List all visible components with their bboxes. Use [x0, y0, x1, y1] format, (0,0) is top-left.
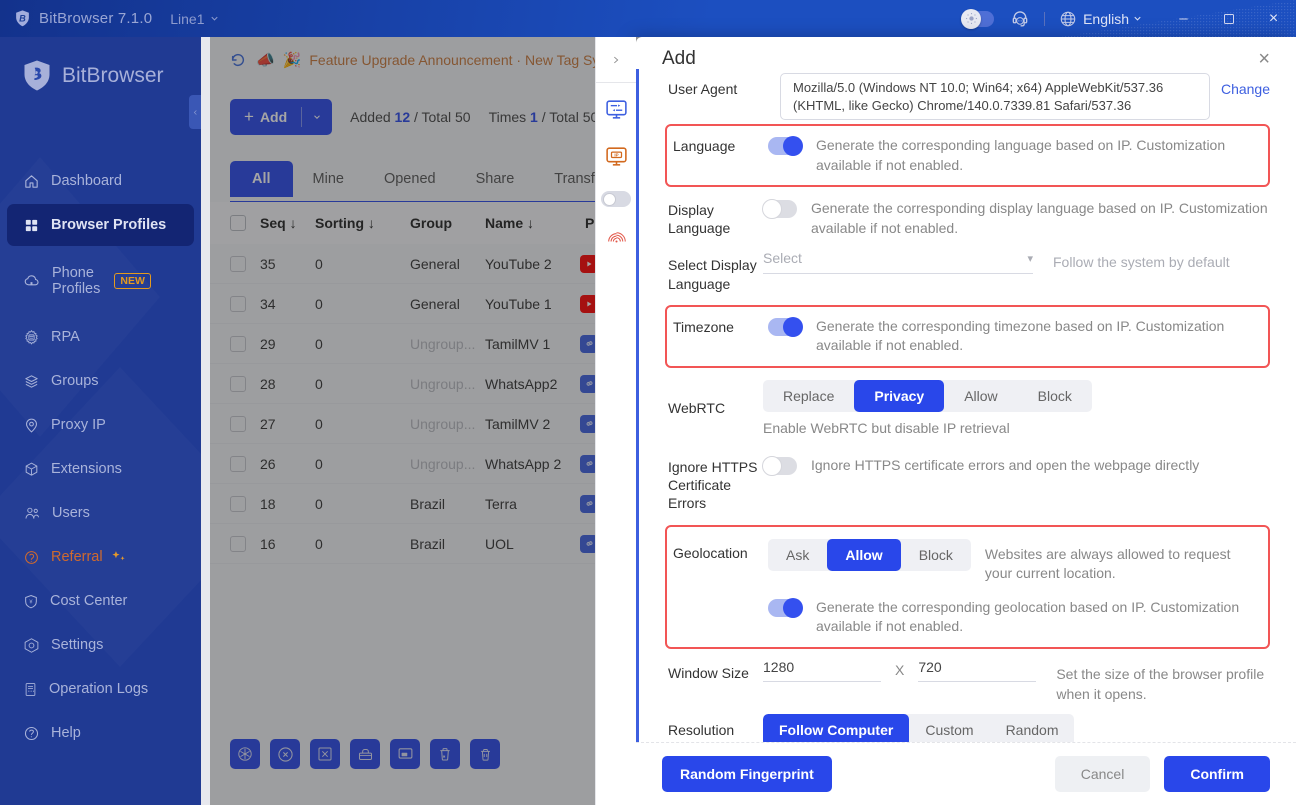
svg-text:¥: ¥	[29, 599, 33, 605]
svg-text:IP: IP	[614, 152, 618, 157]
svg-text:B: B	[19, 14, 26, 24]
